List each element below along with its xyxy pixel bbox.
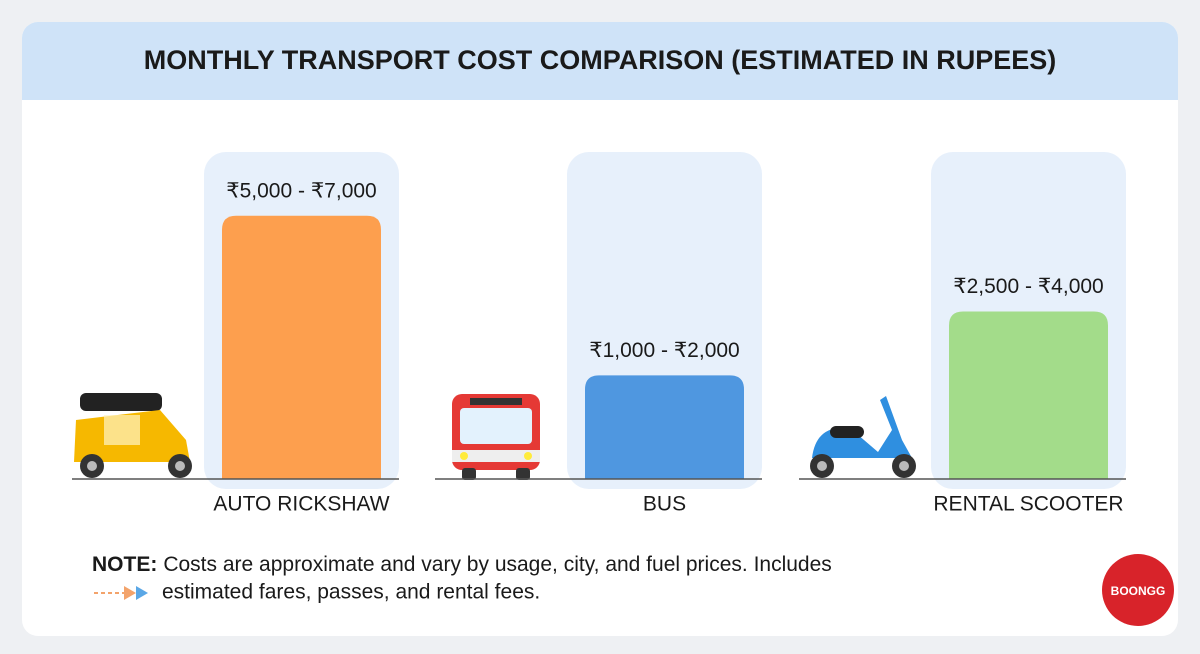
bar bbox=[949, 311, 1108, 479]
note-arrow bbox=[94, 586, 148, 600]
header-band bbox=[22, 22, 1178, 100]
x-tick-label: RENTAL SCOOTER bbox=[933, 493, 1123, 516]
scooter-icon bbox=[810, 396, 916, 478]
x-tick-label: BUS bbox=[643, 493, 686, 516]
note-label: NOTE: bbox=[92, 553, 157, 576]
x-tick-label: AUTO RICKSHAW bbox=[213, 493, 389, 516]
note: NOTE: Costs are approximate and vary by u… bbox=[92, 553, 832, 576]
value-label: ₹2,500 - ₹4,000 bbox=[953, 275, 1104, 298]
logo-text: BOONGG bbox=[1111, 584, 1166, 598]
chart-title: MONTHLY TRANSPORT COST COMPARISON (ESTIM… bbox=[144, 45, 1057, 75]
value-label: ₹5,000 - ₹7,000 bbox=[226, 179, 377, 202]
plot-area: ₹5,000 - ₹7,000 AUTO RICKSHAW ₹1,000 - ₹2,… bbox=[72, 152, 1126, 516]
bus-icon bbox=[452, 394, 540, 480]
bar bbox=[222, 215, 381, 479]
note-line: estimated fares, passes, and rental fees… bbox=[162, 581, 540, 604]
rickshaw-icon bbox=[74, 393, 192, 478]
note-line: Costs are approximate and vary by usage,… bbox=[163, 553, 831, 576]
bar bbox=[585, 375, 744, 479]
logo bbox=[1102, 554, 1174, 626]
value-label: ₹1,000 - ₹2,000 bbox=[589, 339, 740, 362]
